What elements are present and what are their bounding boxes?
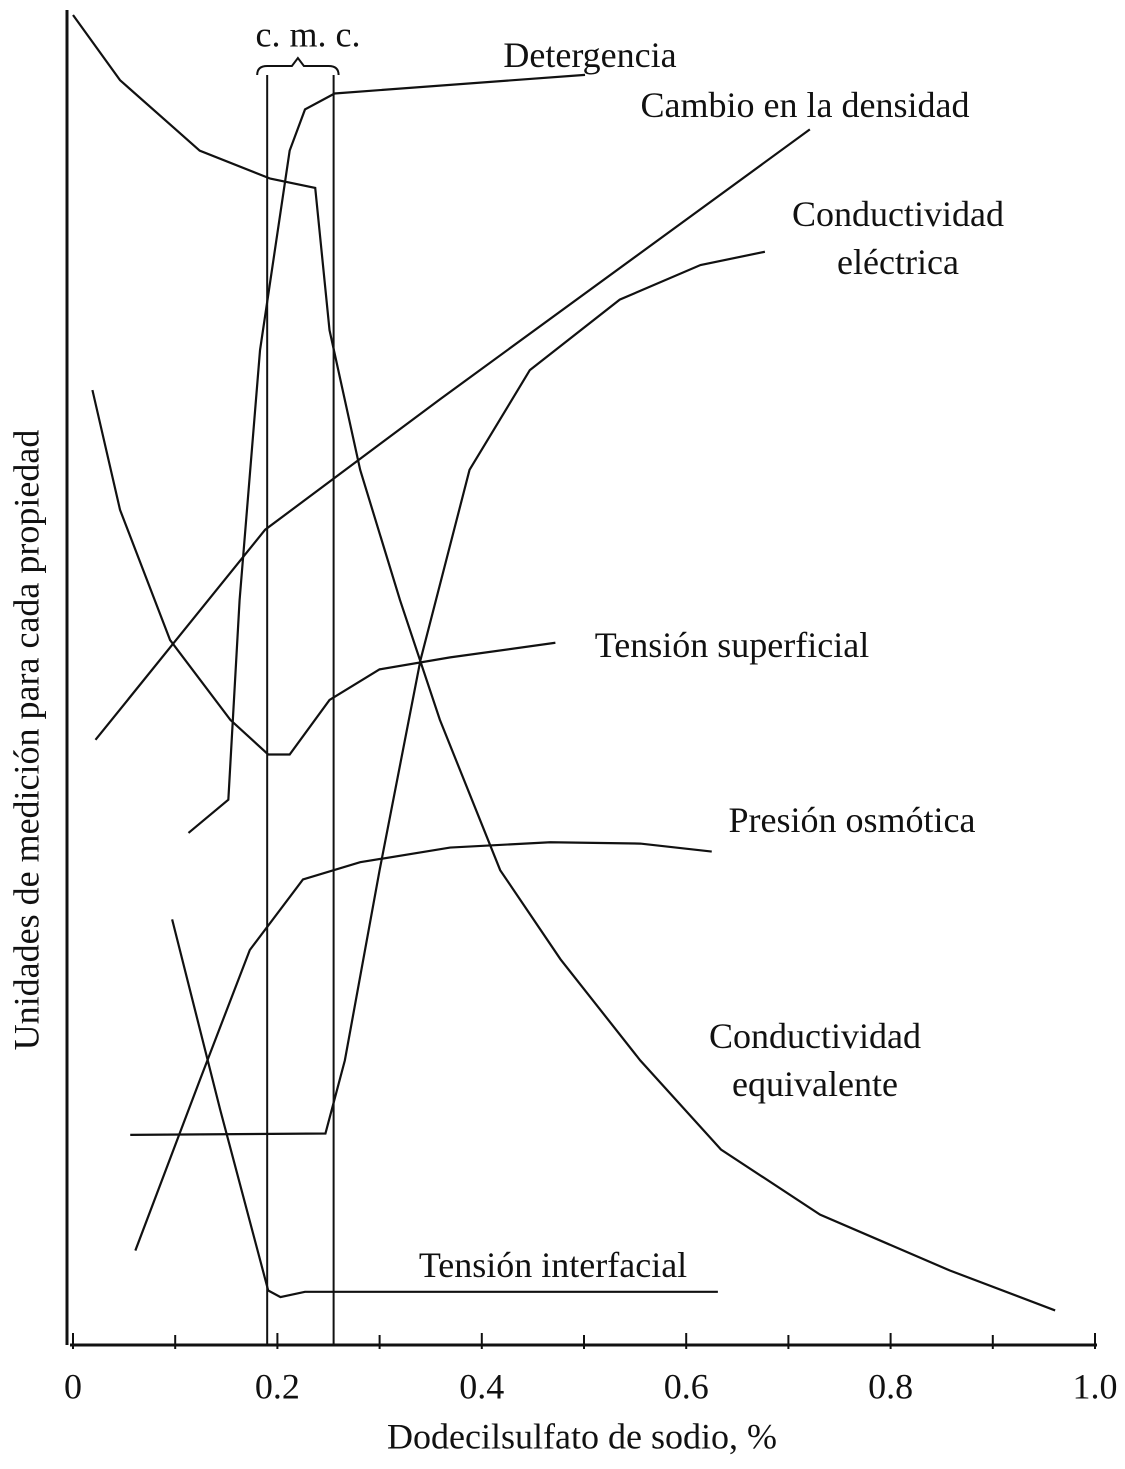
curve: [72, 14, 1056, 1312]
curve-label: Presión osmótica: [728, 800, 976, 840]
curve-label: Tensión interfacial: [418, 1245, 688, 1285]
x-tick-label: 0.4: [459, 1366, 504, 1406]
x-tick-label: 1.0: [1073, 1366, 1118, 1406]
curve-label: Conductividad eléctrica: [792, 194, 1004, 282]
x-tick-label: 0.8: [868, 1366, 913, 1406]
x-tick-label: 0.6: [664, 1366, 709, 1406]
curve: [134, 841, 712, 1251]
curve: [94, 128, 811, 741]
x-tick-label: 0: [64, 1366, 82, 1406]
curve-label: Tensión superficial: [594, 625, 870, 665]
curve-label: Detergencia: [503, 35, 677, 75]
curve-label: Cambio en la densidad: [640, 85, 970, 125]
x-tick-label: 0.2: [255, 1366, 300, 1406]
curve: [171, 919, 718, 1299]
cmc-brace: [256, 56, 340, 76]
x-axis-label: Dodecilsulfato de sodio, %: [387, 1416, 777, 1456]
y-axis-label: Unidades de medición para cada propiedad: [6, 430, 46, 1051]
cmc-label: c. m. c.: [256, 14, 361, 54]
curve: [187, 73, 586, 834]
curve: [130, 250, 766, 1136]
curve-label: Conductividad equivalente: [709, 1016, 921, 1104]
curve: [91, 389, 556, 756]
